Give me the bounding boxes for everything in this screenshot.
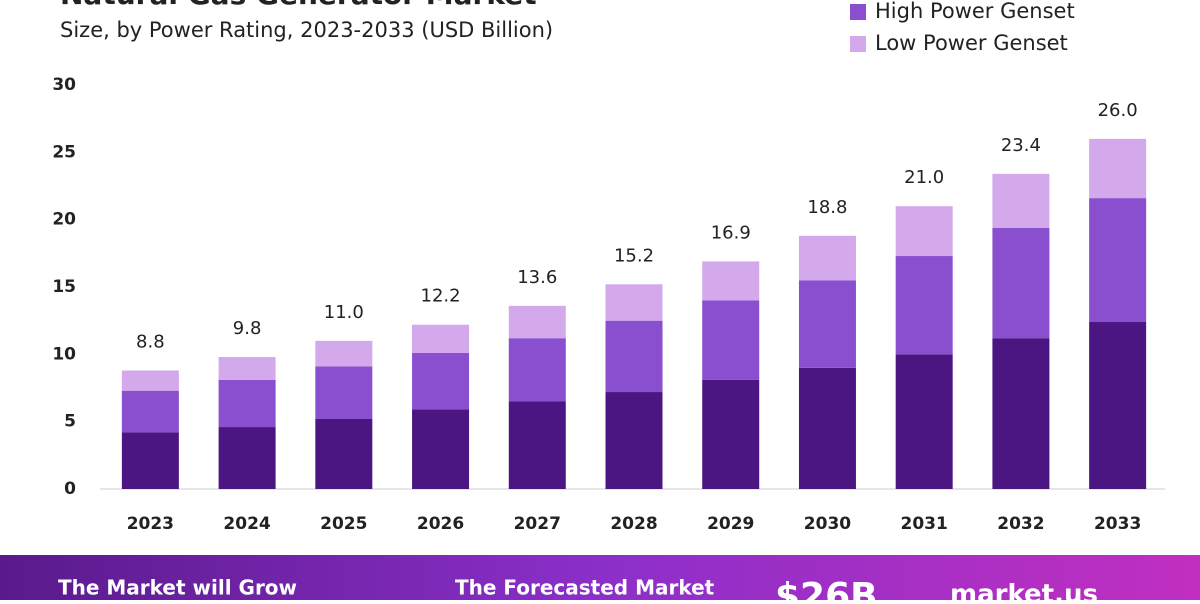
brand: market.us: [950, 580, 1098, 601]
x-tick-label: 2032: [997, 514, 1044, 534]
bar-segment: [1089, 322, 1147, 489]
bar-segment: [218, 357, 276, 380]
total-label: 13.6: [517, 267, 557, 288]
bar-segment: [121, 390, 179, 433]
bar-segment: [508, 305, 566, 339]
bar-segment: [218, 379, 276, 428]
legend-swatch: [850, 36, 866, 52]
x-tick-label: 2027: [514, 514, 561, 534]
y-tick-label: 25: [52, 142, 76, 162]
bar-segment: [605, 320, 663, 393]
total-label: 12.2: [421, 286, 461, 307]
total-label: 11.0: [324, 302, 364, 323]
bar-segment: [702, 261, 760, 301]
bar-segment: [218, 427, 276, 489]
banner-value: $26B: [775, 576, 878, 600]
total-label: 16.9: [711, 222, 751, 243]
y-tick-label: 0: [64, 479, 76, 499]
x-tick-label: 2026: [417, 514, 464, 534]
bar-segment: [1089, 198, 1147, 323]
bar-segment: [412, 409, 470, 489]
total-label: 18.8: [807, 197, 847, 218]
y-tick-label: 10: [52, 344, 76, 364]
bar-segment: [895, 256, 953, 355]
chart-subtitle: Size, by Power Rating, 2023-2033 (USD Bi…: [60, 18, 553, 42]
bar-segment: [895, 206, 953, 257]
bar-segment: [508, 338, 566, 402]
bar-segment: [315, 366, 373, 419]
bar-segment: [798, 280, 856, 368]
y-tick-label: 20: [52, 210, 76, 230]
bar-segment: [605, 284, 663, 321]
legend-label: High Power Genset: [875, 0, 1075, 23]
bar-segment: [798, 367, 856, 489]
bar-segment: [992, 227, 1050, 339]
x-tick-label: 2024: [223, 514, 270, 534]
bar-segment: [798, 235, 856, 281]
bar-segment: [412, 352, 470, 410]
y-tick-label: 15: [52, 277, 76, 297]
bar-segment: [895, 354, 953, 489]
bar-segment: [702, 379, 760, 489]
bar-segment: [121, 370, 179, 391]
banner-text: The Market will Grow: [58, 576, 297, 600]
bar-segment: [315, 340, 373, 367]
x-tick-label: 2029: [707, 514, 754, 534]
legend-swatch: [850, 4, 866, 20]
bar-segment: [702, 300, 760, 380]
x-tick-label: 2023: [127, 514, 174, 534]
x-tick-label: 2028: [610, 514, 657, 534]
chart-title: Natural Gas Generator Market: [60, 0, 537, 11]
total-label: 21.0: [904, 167, 944, 188]
total-label: 23.4: [1001, 135, 1041, 156]
bar-segment: [992, 338, 1050, 489]
y-tick-label: 5: [64, 412, 76, 432]
bar-segment: [508, 401, 566, 489]
banner: [0, 555, 1200, 600]
x-tick-label: 2031: [901, 514, 948, 534]
bar-segment: [121, 432, 179, 489]
x-tick-label: 2030: [804, 514, 851, 534]
bar-segment: [412, 324, 470, 353]
bar-segment: [992, 173, 1050, 228]
legend-label: Low Power Genset: [875, 31, 1068, 55]
bar-segment: [605, 392, 663, 489]
x-tick-label: 2025: [320, 514, 367, 534]
bar-segment: [1089, 138, 1147, 199]
total-label: 26.0: [1098, 100, 1138, 121]
banner-text: The Forecasted Market: [455, 576, 715, 600]
total-label: 9.8: [233, 318, 262, 339]
bar-segment: [315, 418, 373, 489]
total-label: 15.2: [614, 245, 654, 266]
total-label: 8.8: [136, 331, 165, 352]
y-tick-label: 30: [52, 75, 76, 95]
x-tick-label: 2033: [1094, 514, 1141, 534]
